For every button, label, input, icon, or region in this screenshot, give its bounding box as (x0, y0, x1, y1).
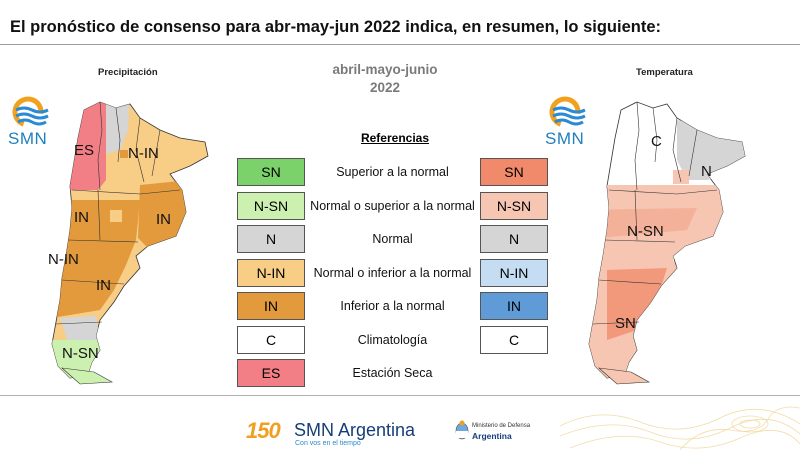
category-description: Normal o superior a la normal (310, 198, 475, 213)
period-months: abril-mayo-junio (332, 62, 438, 77)
temperature-category-swatch: C (480, 325, 548, 354)
map-label: N-SN (62, 345, 99, 362)
legend-row: N-SN Normal o superior a la normal N-SN (0, 191, 800, 220)
ministry-logo: Ministerio de Defensa Argentina (455, 420, 565, 446)
argentina-coat-of-arms-icon (455, 420, 469, 440)
temperature-map-labels: C N N-SN SN (615, 133, 712, 332)
map-label: N-IN (128, 145, 159, 162)
precipitation-category-swatch: SN (237, 158, 305, 186)
map-label: C (651, 133, 662, 150)
category-description: Normal o inferior a la normal (313, 265, 472, 280)
map-label: IN (96, 277, 111, 294)
category-description: Superior a la normal (336, 165, 449, 179)
temperature-category-swatch: N-IN (480, 258, 548, 287)
precipitation-panel-label: Precipitación (98, 67, 158, 78)
precipitation-map: ES N-IN IN IN N-IN IN N-SN (48, 101, 209, 385)
temperature-category-swatch: SN (480, 158, 548, 186)
legend-row: N-IN Normal o inferior a la normal N-IN (0, 258, 800, 287)
precipitation-category-swatch: IN (237, 292, 305, 320)
page-title: El pronóstico de consenso para abr-may-j… (10, 18, 662, 36)
legend-row: SN Superior a la normal SN (0, 158, 800, 186)
smn-logo-text: SMN (8, 129, 48, 148)
title-divider (0, 44, 800, 45)
smn-sun-icon (549, 96, 586, 128)
smn-logo-right: SMN (543, 95, 603, 153)
org-name: SMN Argentina (294, 420, 416, 440)
ministry-line2: Argentina (472, 431, 512, 441)
precipitation-category-swatch: ES (237, 359, 305, 387)
legend-row: N Normal N (0, 225, 800, 253)
map-label: N (701, 163, 712, 180)
map-label: N-IN (48, 251, 79, 268)
period-year: 2022 (369, 80, 401, 95)
precipitation-category-swatch: C (237, 325, 305, 354)
temperature-map: C N N-SN SN (588, 101, 746, 385)
temperature-category-swatch: N-SN (480, 191, 548, 220)
anniversary-number: 150 (246, 418, 281, 443)
map-label: ES (74, 142, 94, 159)
footer-divider (0, 395, 800, 396)
smn-logo-left: SMN (6, 95, 66, 153)
map-label: IN (156, 211, 171, 228)
temperature-panel-label: Temperatura (636, 67, 693, 78)
precipitation-category-swatch: N (237, 225, 305, 253)
category-description: Normal (372, 232, 413, 246)
org-tagline: Con vos en el tiempo (295, 440, 361, 447)
category-description: Climatología (357, 332, 428, 347)
map-label: SN (615, 315, 636, 332)
category-description: Estación Seca (352, 366, 433, 380)
precipitation-category-swatch: N-SN (237, 191, 305, 220)
smn-logo-text: SMN (545, 129, 585, 148)
map-label: IN (74, 209, 89, 226)
precipitation-category-swatch: N-IN (237, 258, 305, 287)
ministry-line1: Ministerio de Defensa (472, 423, 531, 429)
smn-sun-icon (12, 96, 49, 128)
category-description: Inferior a la normal (340, 299, 445, 313)
legend-row: IN Inferior a la normal IN (0, 292, 800, 320)
forecast-period: abril-mayo-junio 2022 (320, 61, 450, 97)
temperature-category-swatch: N (480, 225, 548, 253)
smn-argentina-logo: 150 SMN Argentina Con vos en el tiempo (246, 418, 416, 448)
legend-row: C Climatología C (0, 325, 800, 354)
temperature-category-swatch: IN (480, 292, 548, 320)
precipitation-map-labels: ES N-IN IN IN N-IN IN N-SN (48, 142, 171, 362)
references-title: Referencias (360, 131, 430, 145)
contour-decoration (560, 406, 800, 450)
map-label: N-SN (627, 223, 664, 240)
legend-row: ES Estación Seca (0, 359, 800, 387)
